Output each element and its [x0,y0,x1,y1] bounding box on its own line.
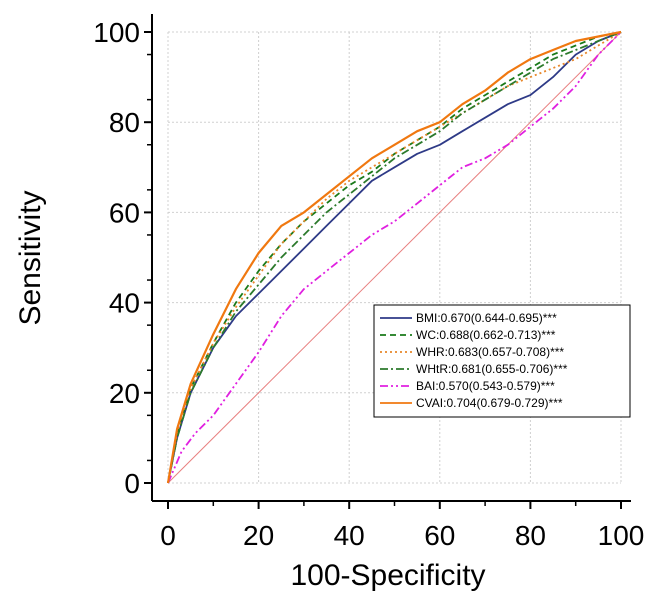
x-tick-label-3: 60 [424,520,455,551]
reference-line-layer [167,31,622,484]
x-tick-label-0: 0 [160,520,176,551]
x-tick-label-4: 80 [515,520,546,551]
y-axis-title: Sensitivity [14,190,47,325]
y-tick-label-3: 60 [109,197,140,228]
axis-layer: 0 20 40 60 80 100 0 20 40 60 80 100 [93,14,644,551]
series-line-5 [166,30,622,484]
legend-label-1: WC:0.688(0.662-0.713)*** [416,328,556,342]
y-tick-label-5: 100 [93,17,140,48]
y-tick-label-2: 40 [109,288,140,319]
legend: BMI:0.670(0.644-0.695)*** WC:0.688(0.662-… [373,304,631,418]
series-line-4 [167,31,622,484]
x-tick-label-2: 40 [334,520,365,551]
legend-label-3: WHtR:0.681(0.655-0.706)*** [416,362,568,376]
series-layer [166,30,622,484]
y-tick-label-1: 20 [109,378,140,409]
y-tick-label-0: 0 [124,468,140,499]
legend-box [373,304,631,418]
legend-label-2: WHR:0.683(0.657-0.708)*** [416,345,564,359]
series-line-1 [167,31,622,484]
x-axis-title: 100-Specificity [290,559,485,592]
x-tick-label-1: 20 [243,520,274,551]
y-tick-label-4: 80 [109,107,140,138]
legend-label-0: BMI:0.670(0.644-0.695)*** [416,311,557,325]
series-line-0 [167,31,622,484]
series-line-3 [167,31,622,484]
legend-label-4: BAI:0.570(0.543-0.579)*** [416,379,555,393]
reference-diagonal-line [167,31,622,484]
legend-label-5: CVAI:0.704(0.679-0.729)*** [416,396,563,410]
series-line-2 [167,31,622,484]
x-tick-label-5: 100 [598,520,645,551]
